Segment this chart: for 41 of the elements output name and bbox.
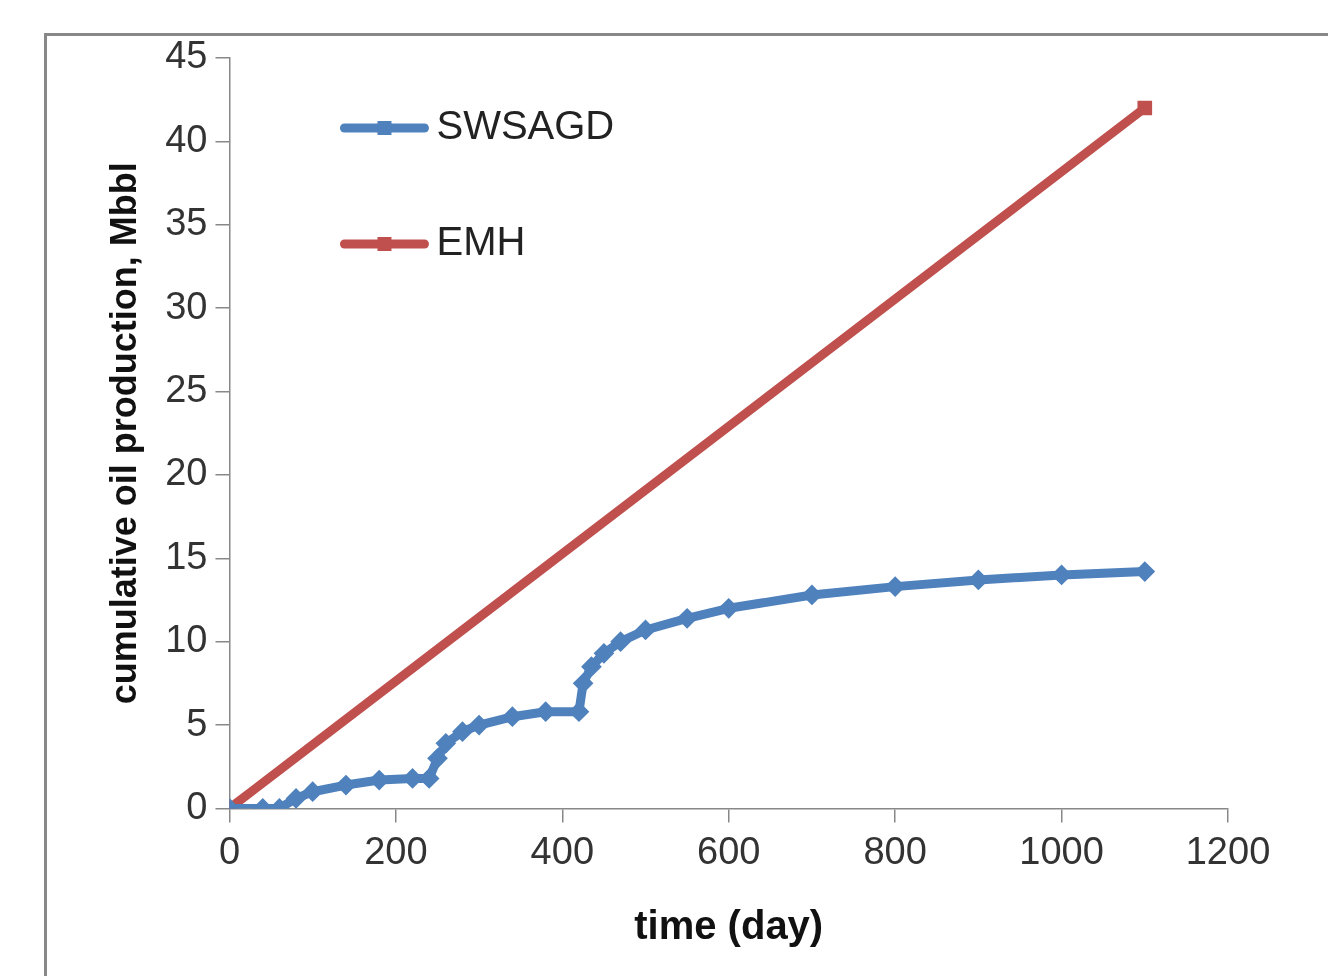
point (429, 749, 446, 767)
point (437, 734, 455, 752)
point (582, 658, 600, 676)
point (678, 609, 696, 627)
point (1053, 564, 1071, 586)
point (1137, 100, 1153, 116)
y-tick-label: 10 (165, 618, 208, 661)
x-tick-label: 200 (364, 829, 428, 872)
point (370, 769, 388, 791)
point (720, 599, 738, 617)
y-tick-label: 25 (165, 368, 208, 410)
point (503, 708, 521, 726)
x-tick-label: 400 (530, 829, 595, 872)
y-tick-label: 30 (165, 284, 208, 327)
point (570, 703, 590, 722)
x-tick-label: 800 (863, 829, 927, 872)
point (969, 569, 987, 591)
point (469, 714, 488, 736)
y-tick-label: 0 (186, 784, 208, 827)
legend-label: SWSAGD (436, 103, 615, 148)
y-axis-title: cumulative oil production, Mbbl (102, 162, 144, 705)
x-tick-label: 600 (697, 829, 761, 872)
y-tick-label: 45 (165, 34, 208, 77)
x-tick-label: 1000 (1019, 829, 1104, 872)
x-tick-label: 1200 (1185, 829, 1271, 872)
x-axis-title: time (day) (634, 903, 824, 948)
point (635, 619, 655, 641)
point (453, 723, 471, 741)
y-tick-label: 35 (165, 201, 208, 244)
point (803, 584, 821, 606)
y-tick-label: 5 (186, 701, 208, 744)
legend-label: EMH (436, 219, 526, 264)
y-tick-label: 40 (165, 117, 208, 160)
y-tick-label: 15 (165, 534, 208, 577)
point (337, 774, 355, 796)
point (304, 783, 322, 801)
point (886, 578, 904, 596)
x-tick-label: 0 (218, 829, 241, 872)
point (612, 633, 630, 651)
y-tick-label: 20 (165, 451, 208, 494)
point (1136, 563, 1154, 581)
